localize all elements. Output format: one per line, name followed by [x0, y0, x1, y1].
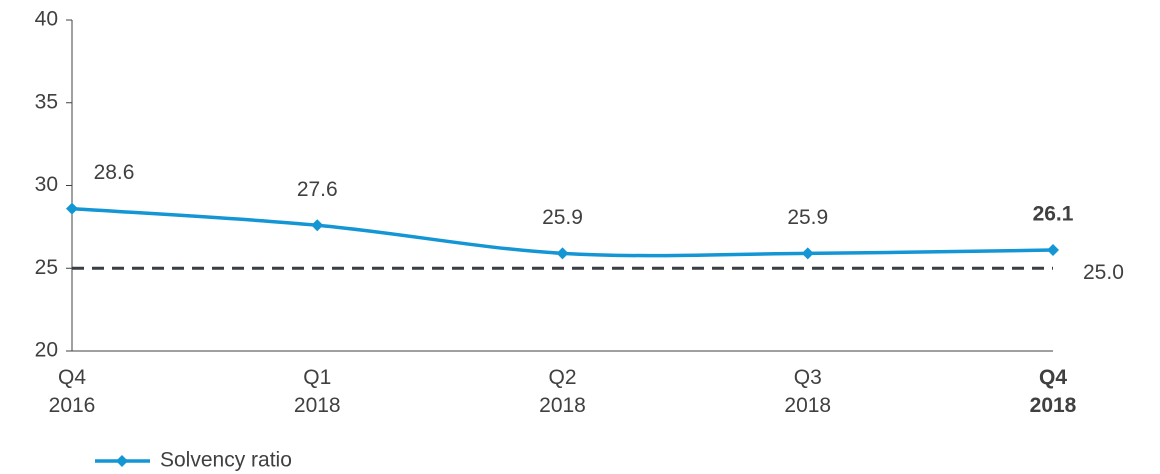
data-label: 26.1	[1033, 203, 1074, 226]
data-label: 25.9	[542, 206, 583, 229]
y-tick-label: 35	[35, 90, 58, 113]
marker	[556, 247, 569, 260]
legend-marker	[116, 455, 128, 467]
data-label: 28.6	[94, 161, 135, 184]
y-tick-label: 20	[35, 339, 58, 362]
x-tick-label: Q4 2016	[48, 366, 96, 417]
marker	[1047, 244, 1059, 257]
marker	[66, 202, 78, 215]
x-tick-label: Q3 2018	[784, 366, 832, 417]
x-tick-label: Q4 2018	[1029, 366, 1077, 417]
x-tick-label: Q1 2018	[293, 366, 341, 417]
data-label: 27.6	[297, 178, 338, 201]
y-tick-label: 40	[35, 8, 58, 31]
legend-label: Solvency ratio	[160, 449, 292, 472]
y-tick-label: 25	[35, 256, 58, 279]
marker	[801, 247, 814, 260]
y-tick-label: 30	[35, 173, 58, 196]
reference-label: 25.0	[1083, 261, 1124, 284]
x-tick-label: Q2 2018	[539, 366, 586, 417]
data-label: 25.9	[787, 206, 828, 229]
marker	[311, 219, 324, 232]
